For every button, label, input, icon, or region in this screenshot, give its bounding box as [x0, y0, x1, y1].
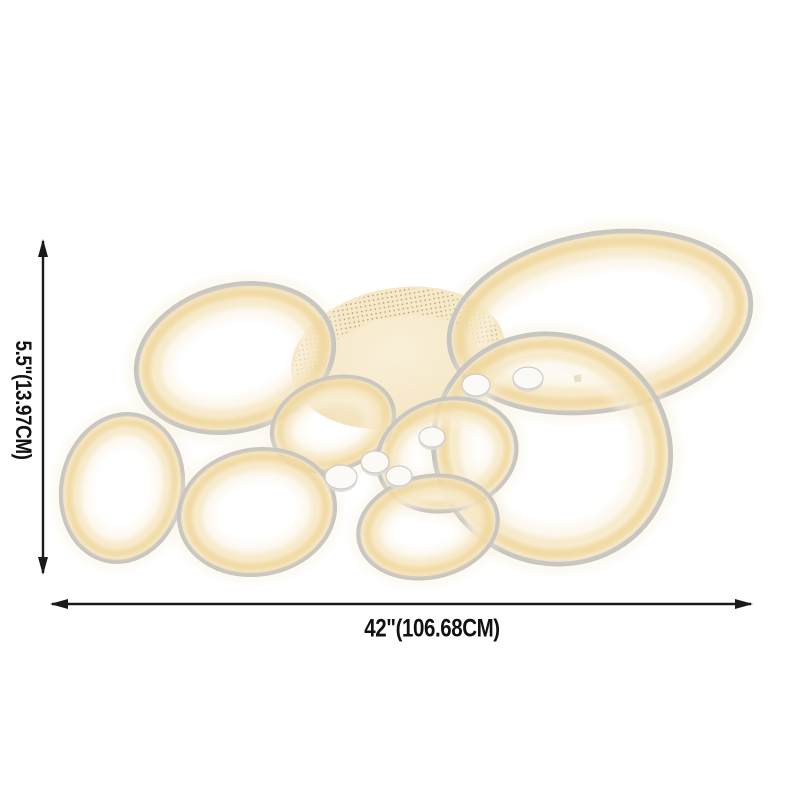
mount-puck [418, 426, 446, 450]
led-ring-top-left [128, 275, 342, 441]
mount-puck [461, 373, 491, 399]
mount-puck [512, 366, 544, 392]
mount-puck [324, 464, 358, 492]
led-ring-bottom-center [351, 468, 505, 586]
width-dimension-label: 42"(106.68CM) [364, 614, 500, 643]
height-dimension-label: 5.5"(13.97CM) [11, 340, 36, 460]
mount-pucks [324, 366, 544, 492]
led-ring-bottom-left [172, 442, 342, 582]
mount-puck [360, 450, 390, 476]
mount-puck [385, 465, 413, 489]
ceiling-light-fixture [54, 222, 759, 586]
